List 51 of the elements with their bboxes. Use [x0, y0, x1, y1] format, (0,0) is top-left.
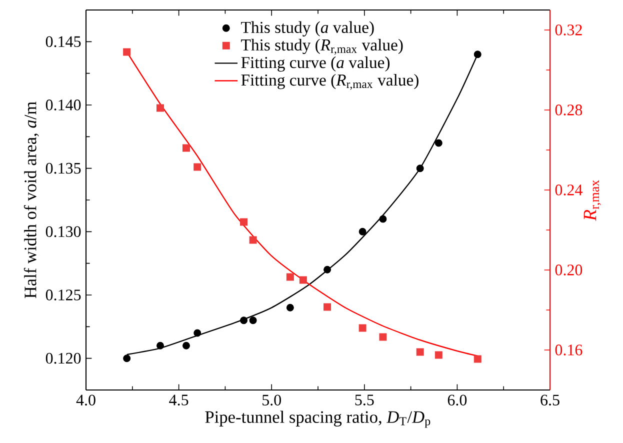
point [194, 329, 202, 337]
x-tick-label: 6.5 [540, 394, 560, 406]
x-tick-label: 5.0 [262, 394, 281, 406]
legend-label: Fitting curve (R$_{r,max}$ value) [241, 74, 418, 90]
point [249, 316, 257, 324]
x-tick-label: 6.0 [448, 394, 467, 406]
legend-label: This study (a value) [241, 21, 374, 36]
point [182, 144, 190, 152]
point [123, 354, 131, 362]
point [416, 348, 424, 356]
y2-tick-label: 0.24 [555, 184, 582, 196]
point [299, 276, 307, 284]
point [156, 104, 164, 112]
y-tick-label: 0.145 [46, 36, 81, 48]
point [324, 303, 332, 311]
point [286, 304, 294, 312]
point [434, 139, 442, 147]
point [379, 333, 387, 341]
y2-tick-label: 0.16 [555, 344, 582, 356]
legend-label: This study (R$_{r,max}$ value) [241, 38, 403, 55]
y-tick-label: 0.120 [46, 352, 81, 364]
point [194, 163, 202, 171]
point [156, 342, 164, 350]
point [416, 164, 424, 172]
legend-label: Fitting curve (a value) [241, 56, 390, 72]
point [474, 50, 482, 58]
y2-tick-label: 0.32 [555, 24, 582, 36]
point [474, 355, 482, 363]
y-tick-label: 0.125 [46, 290, 81, 300]
y-axis-title: Half width of void area, a/m [24, 102, 39, 298]
point [358, 228, 366, 236]
point [379, 215, 387, 223]
x-tick-label: 5.5 [355, 394, 374, 406]
y-tick-label: 0.140 [46, 100, 81, 110]
y2-axis-title: R$_{r,max}$ [584, 180, 601, 221]
x-tick-label: 4.5 [169, 394, 188, 406]
y-tick-label: 0.135 [46, 162, 81, 174]
x-axis-title: Pipe-tunnel spacing ratio, D$_{T}$/D$_{p}$ [205, 410, 430, 428]
y-tick-label: 0.130 [46, 226, 81, 238]
point [286, 273, 294, 281]
point [123, 48, 131, 56]
point [240, 316, 248, 324]
y2-tick-label: 0.28 [555, 104, 582, 116]
point [358, 324, 366, 332]
point [434, 351, 442, 359]
point [240, 218, 248, 226]
x-tick-label: 4.0 [76, 394, 96, 406]
y2-tick-label: 0.20 [555, 264, 582, 276]
point [249, 236, 257, 244]
point [324, 266, 332, 274]
point [182, 342, 190, 350]
